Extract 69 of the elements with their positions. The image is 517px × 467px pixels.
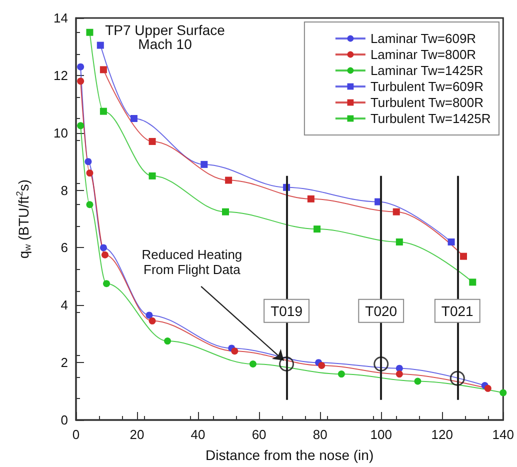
point bbox=[484, 384, 492, 392]
ref-line-label: T019 bbox=[270, 302, 303, 319]
point bbox=[460, 252, 467, 260]
x-tick-label: 140 bbox=[492, 427, 514, 442]
point bbox=[314, 226, 321, 233]
point bbox=[148, 172, 156, 180]
point bbox=[231, 348, 238, 355]
point bbox=[500, 389, 507, 396]
point bbox=[130, 115, 138, 122]
y-tick-label: 0 bbox=[60, 412, 68, 428]
legend-label: Laminar Tw=1425R bbox=[370, 63, 484, 78]
x-tick-label: 40 bbox=[190, 427, 206, 442]
point bbox=[318, 362, 326, 369]
point bbox=[148, 317, 156, 324]
x-tick-label: 120 bbox=[431, 427, 453, 442]
point bbox=[307, 195, 314, 202]
point bbox=[448, 238, 455, 246]
point bbox=[392, 208, 400, 216]
point bbox=[396, 370, 403, 378]
point bbox=[396, 238, 403, 246]
legend-label: Laminar Tw=609R bbox=[370, 31, 476, 46]
point bbox=[86, 201, 94, 208]
point bbox=[164, 338, 172, 345]
y-tick-label: 4 bbox=[60, 298, 68, 313]
y-tick-label: 10 bbox=[54, 125, 68, 140]
y-tick-label: 12 bbox=[54, 68, 68, 83]
point bbox=[338, 370, 345, 378]
ref-line-label: T020 bbox=[365, 302, 398, 319]
point bbox=[86, 28, 94, 36]
point bbox=[225, 176, 232, 184]
x-tick-label: 60 bbox=[252, 427, 266, 442]
legend-label: Laminar Tw=800R bbox=[370, 47, 476, 62]
legend-label: Turbulent Tw=609R bbox=[370, 79, 484, 94]
y-tick-label: 6 bbox=[60, 240, 68, 256]
point bbox=[100, 108, 107, 115]
point bbox=[77, 122, 84, 130]
point bbox=[279, 356, 294, 372]
point bbox=[84, 158, 92, 166]
point bbox=[77, 63, 84, 70]
x-tick-label: 0 bbox=[72, 427, 80, 442]
point bbox=[96, 42, 104, 49]
y-tick-label: 14 bbox=[54, 10, 68, 26]
point bbox=[146, 312, 153, 319]
point bbox=[222, 208, 230, 216]
chart-title: TP7 Upper Surface bbox=[105, 22, 226, 38]
point bbox=[103, 280, 110, 288]
x-tick-label: 100 bbox=[370, 427, 392, 442]
annotation: Reduced Heating From Flight Data bbox=[142, 247, 242, 278]
legend-label: Turbulent Tw=800R bbox=[370, 95, 484, 110]
point bbox=[450, 370, 465, 386]
point bbox=[101, 251, 108, 258]
point bbox=[249, 360, 256, 368]
x-axis-title: Distance from the nose (in) bbox=[206, 447, 374, 463]
point bbox=[469, 278, 476, 286]
y-axis-title: qw (BTU/ft2s) bbox=[14, 179, 32, 259]
point bbox=[100, 66, 107, 74]
point bbox=[414, 378, 422, 385]
x-tick-label: 80 bbox=[312, 427, 328, 442]
y-tick-label: 2 bbox=[60, 355, 68, 370]
point bbox=[100, 244, 107, 252]
point bbox=[77, 78, 84, 85]
point bbox=[148, 138, 156, 145]
point bbox=[374, 356, 389, 372]
point bbox=[200, 160, 208, 168]
x-tick-label: 20 bbox=[130, 427, 144, 442]
legend-label: Turbulent Tw=1425R bbox=[370, 111, 491, 126]
y-tick-label: 8 bbox=[60, 182, 68, 198]
ref-line-label: T021 bbox=[441, 302, 474, 319]
point bbox=[86, 170, 94, 177]
